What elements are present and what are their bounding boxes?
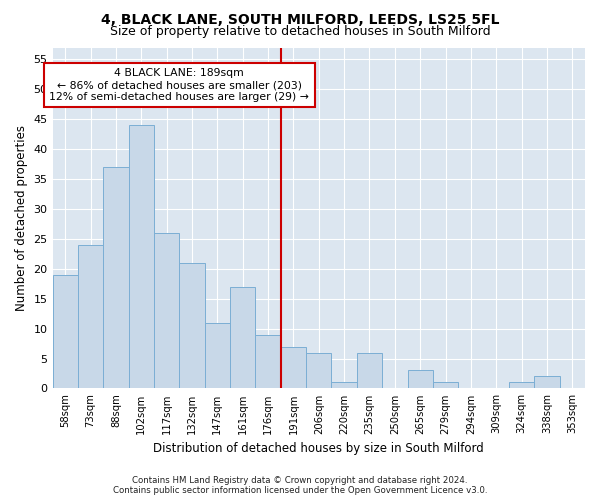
Bar — [230, 286, 256, 388]
Bar — [205, 322, 230, 388]
Bar — [331, 382, 357, 388]
Bar — [281, 346, 306, 389]
Text: 4 BLACK LANE: 189sqm
← 86% of detached houses are smaller (203)
12% of semi-deta: 4 BLACK LANE: 189sqm ← 86% of detached h… — [49, 68, 309, 102]
Bar — [53, 275, 78, 388]
Bar — [357, 352, 382, 388]
Bar — [433, 382, 458, 388]
Text: Contains HM Land Registry data © Crown copyright and database right 2024.
Contai: Contains HM Land Registry data © Crown c… — [113, 476, 487, 495]
Bar — [154, 233, 179, 388]
Bar — [407, 370, 433, 388]
Y-axis label: Number of detached properties: Number of detached properties — [15, 125, 28, 311]
Bar — [306, 352, 331, 388]
Bar — [78, 245, 103, 388]
Bar — [128, 126, 154, 388]
X-axis label: Distribution of detached houses by size in South Milford: Distribution of detached houses by size … — [154, 442, 484, 455]
Bar — [103, 167, 128, 388]
Bar — [179, 263, 205, 388]
Text: Size of property relative to detached houses in South Milford: Size of property relative to detached ho… — [110, 25, 490, 38]
Bar — [534, 376, 560, 388]
Bar — [509, 382, 534, 388]
Text: 4, BLACK LANE, SOUTH MILFORD, LEEDS, LS25 5FL: 4, BLACK LANE, SOUTH MILFORD, LEEDS, LS2… — [101, 12, 499, 26]
Bar — [256, 334, 281, 388]
